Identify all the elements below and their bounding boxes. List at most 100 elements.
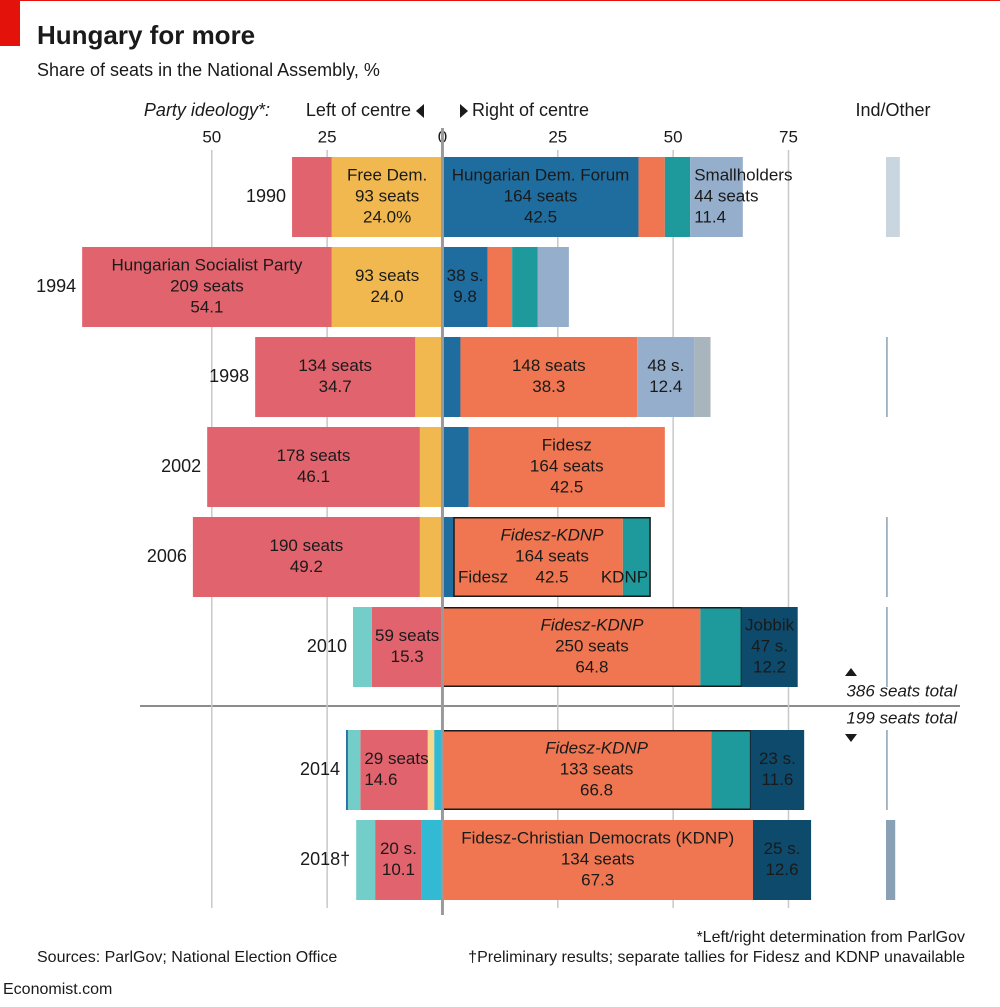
year-label: 2006 <box>147 546 187 566</box>
left-label: Left of centre <box>306 100 411 120</box>
value-label: 14.6 <box>364 770 397 789</box>
bar-part <box>442 607 701 687</box>
down-marker <box>845 734 857 742</box>
value-label: 66.8 <box>580 780 613 799</box>
bar <box>331 247 443 327</box>
year-label: 2002 <box>161 456 201 476</box>
x-tick-label: 25 <box>318 127 337 146</box>
segment-label: Fidesz-KDNP <box>545 738 649 757</box>
ideology-label: Party ideology*: <box>144 100 270 120</box>
segment-label: 48 s. <box>647 356 684 375</box>
segment-label: Hungarian Socialist Party <box>112 255 303 274</box>
bar <box>346 730 348 810</box>
segment-label: 59 seats <box>375 626 439 645</box>
segment-label: 20 s. <box>380 839 417 858</box>
bar <box>82 247 332 327</box>
x-tick-label: 75 <box>779 127 798 146</box>
bar <box>427 730 435 810</box>
value-label: 24.0% <box>363 207 411 226</box>
bar <box>442 427 469 507</box>
bar <box>537 247 569 327</box>
segment-label: Fidesz-Christian Democrats (KDNP) <box>461 828 734 847</box>
segment-label: 164 seats <box>504 186 578 205</box>
year-label: 2018† <box>300 849 350 869</box>
x-tick-label: 50 <box>664 127 683 146</box>
bar <box>192 517 420 597</box>
bar <box>638 157 665 237</box>
segment-label: 44 seats <box>694 186 758 205</box>
bar <box>694 337 711 417</box>
year-label: 2010 <box>307 636 347 656</box>
chart-title: Hungary for more <box>37 20 255 50</box>
value-label: 64.8 <box>575 657 608 676</box>
segment-label: 134 seats <box>561 849 635 868</box>
bar <box>442 517 454 597</box>
left-arrow <box>416 104 424 118</box>
x-tick-label: 50 <box>202 127 221 146</box>
bar-part <box>454 517 623 597</box>
value-label: 38.3 <box>532 377 565 396</box>
bar <box>352 607 372 687</box>
segment-label: 38 s. <box>447 266 484 285</box>
bar <box>752 820 812 900</box>
bar <box>360 730 428 810</box>
value-label: 46.1 <box>297 467 330 486</box>
segment-label: 190 seats <box>270 536 344 555</box>
segment-label: Fidesz-KDNP <box>540 615 644 634</box>
segment-label: Fidesz <box>542 435 592 454</box>
part-label: KDNP <box>601 567 648 586</box>
bar <box>207 427 420 507</box>
value-label: 54.1 <box>190 297 223 316</box>
bar-part <box>442 730 712 810</box>
value-label: 67.3 <box>581 870 614 889</box>
value-label: 10.1 <box>382 860 415 879</box>
bar <box>375 820 422 900</box>
value-label: 12.4 <box>649 377 682 396</box>
footnote: †Preliminary results; separate tallies f… <box>468 949 965 966</box>
bar <box>331 157 443 237</box>
segment-label: Hungarian Dem. Forum <box>452 165 630 184</box>
bar <box>487 247 513 327</box>
other-bar <box>886 607 888 687</box>
value-label: 11.6 <box>761 770 793 789</box>
segment-label: 93 seats <box>355 266 419 285</box>
bar <box>356 820 376 900</box>
x-tick-label: 25 <box>548 127 567 146</box>
value-label: 12.6 <box>765 860 798 879</box>
bar <box>690 157 743 237</box>
other-bar <box>886 337 888 417</box>
segment-label: Jobbik <box>745 615 795 634</box>
bar <box>347 730 361 810</box>
brand: Economist.com <box>3 981 112 998</box>
year-label: 1990 <box>246 186 286 206</box>
bar <box>421 820 443 900</box>
value-label: 34.7 <box>319 377 352 396</box>
bar <box>292 157 332 237</box>
chart-subtitle: Share of seats in the National Assembly,… <box>37 60 380 80</box>
value-label: 42.5 <box>550 477 583 496</box>
bar-part <box>711 730 751 810</box>
bar <box>415 337 443 417</box>
sources: Sources: ParlGov; National Election Offi… <box>37 949 337 966</box>
bar <box>460 337 638 417</box>
value-label: 42.5 <box>535 567 568 586</box>
segment-label: 23 s. <box>759 749 796 768</box>
other-bar <box>886 157 900 237</box>
segment-label: Smallholders <box>694 165 792 184</box>
corner-tag <box>0 0 20 46</box>
bar <box>419 517 443 597</box>
segment-label: 178 seats <box>277 446 351 465</box>
other-bar <box>886 820 896 900</box>
segment-label: 134 seats <box>298 356 372 375</box>
year-label: 1994 <box>36 276 76 296</box>
segment-label: Fidesz-KDNP <box>501 525 605 544</box>
segment-label: Free Dem. <box>347 165 427 184</box>
bar <box>442 820 753 900</box>
divider-note: 386 seats total <box>846 681 958 700</box>
segment-label: 29 seats <box>364 749 428 768</box>
segment-label: 164 seats <box>530 456 604 475</box>
segment-label: 93 seats <box>355 186 419 205</box>
value-label: 11.4 <box>694 207 726 226</box>
